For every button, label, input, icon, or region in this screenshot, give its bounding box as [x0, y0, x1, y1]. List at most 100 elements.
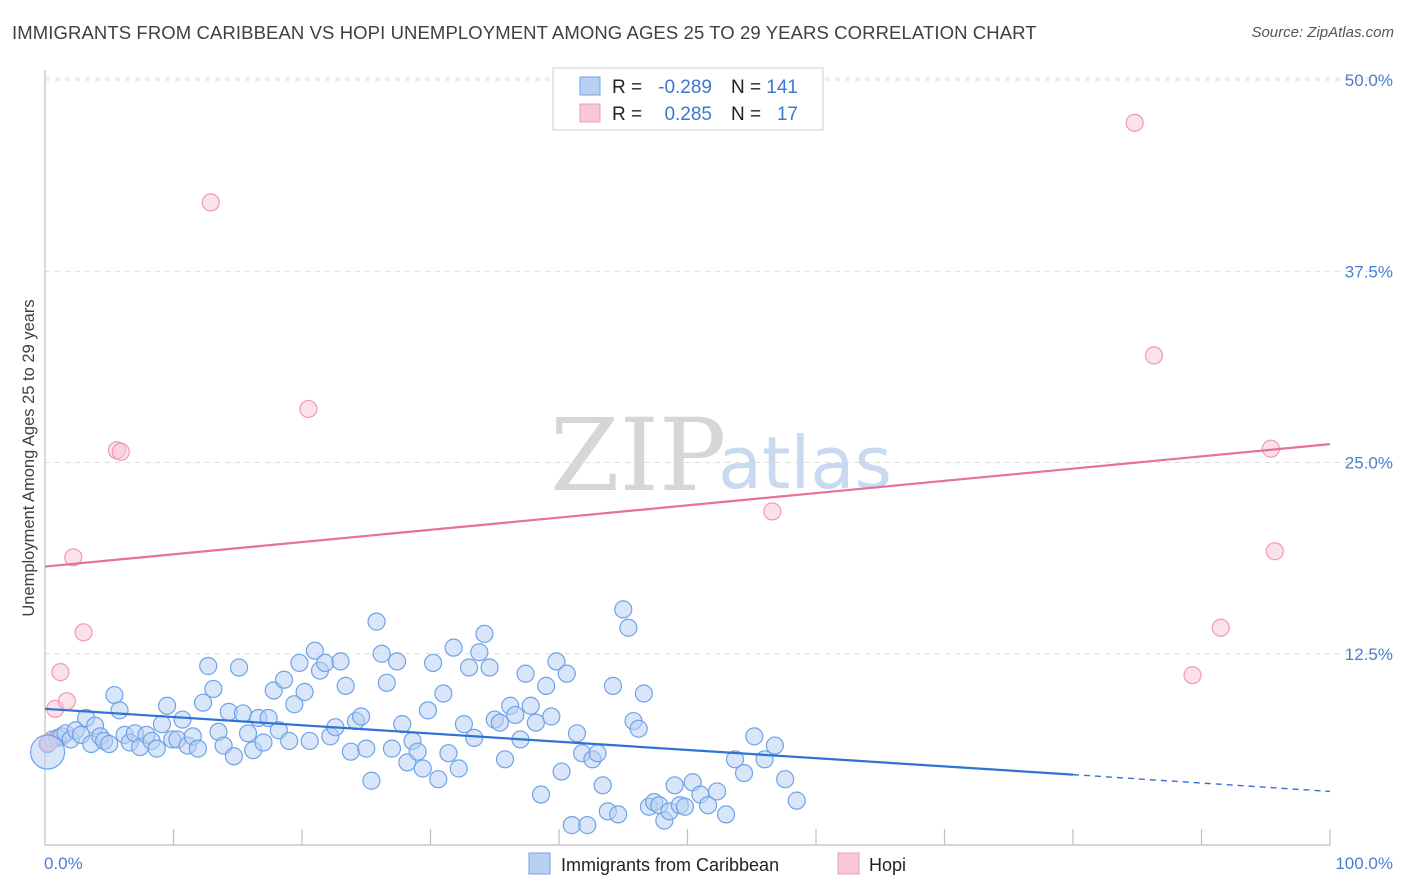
caribbean-point	[439, 744, 458, 763]
caribbean-point	[465, 728, 484, 748]
caribbean-point	[233, 704, 252, 723]
legend-n-label-caribbean: N =	[731, 77, 761, 98]
caribbean-point	[734, 763, 754, 783]
caribbean-point	[280, 731, 299, 751]
hopi-point	[51, 663, 70, 682]
caribbean-point	[480, 658, 499, 677]
legend-n-label-hopi: N =	[731, 104, 761, 125]
y-tick-label: 50.0%	[1345, 71, 1393, 90]
y-tick-label: 12.5%	[1345, 645, 1393, 664]
caribbean-point	[367, 612, 386, 631]
legend-swatch-caribbean	[579, 76, 601, 96]
caribbean-point	[290, 653, 309, 673]
caribbean-point	[516, 664, 535, 683]
caribbean-point	[588, 744, 607, 763]
hopi-point	[1211, 618, 1230, 637]
gridlines	[45, 77, 1392, 655]
x-tick-marks	[172, 829, 1331, 845]
caribbean-point	[475, 624, 494, 643]
legend-r-label-caribbean: R =	[612, 77, 642, 98]
caribbean-point	[393, 715, 412, 734]
caribbean-point	[387, 652, 407, 671]
series-legend: Immigrants from Caribbean Hopi	[528, 852, 906, 875]
caribbean-point	[593, 776, 612, 795]
caribbean-point	[716, 805, 736, 824]
caribbean-point	[567, 724, 587, 743]
hopi-point	[1125, 113, 1144, 132]
caribbean-point	[173, 710, 192, 729]
caribbean-point	[609, 805, 628, 824]
caribbean-point	[619, 618, 638, 637]
caribbean-point	[698, 796, 718, 815]
caribbean-point	[382, 739, 402, 758]
legend-r-value-hopi: 0.285	[664, 104, 712, 125]
caribbean-point	[423, 653, 443, 673]
source-label: Source: ZipAtlas.com	[1251, 24, 1394, 41]
caribbean-point	[603, 676, 623, 695]
caribbean-point	[152, 715, 172, 734]
caribbean-point	[147, 739, 166, 758]
caribbean-point	[557, 664, 576, 683]
hopi-point	[111, 442, 130, 461]
caribbean-point	[274, 670, 294, 689]
caribbean-point	[547, 652, 566, 671]
caribbean-point	[204, 679, 223, 699]
caribbean-point	[521, 696, 540, 715]
caribbean-point	[341, 742, 360, 761]
y-axis-label: Unemployment Among Ages 25 to 29 years	[20, 299, 38, 616]
caribbean-point	[629, 719, 648, 738]
y-tick-label: 25.0%	[1345, 454, 1393, 473]
caribbean-point	[408, 742, 427, 761]
caribbean-point	[675, 797, 695, 816]
caribbean-point	[725, 750, 745, 769]
caribbean-point	[224, 747, 243, 766]
hopi-point	[64, 548, 83, 567]
caribbean-point	[459, 658, 479, 677]
caribbean-point	[542, 707, 561, 726]
caribbean-point	[787, 791, 806, 810]
legend-r-value-caribbean: -0.289	[658, 77, 712, 98]
caribbean-point	[552, 762, 571, 781]
caribbean-point	[285, 695, 304, 714]
caribbean-point	[562, 816, 581, 835]
legend-swatch-hopi	[579, 103, 601, 123]
hopi-point	[1183, 666, 1202, 685]
series-legend-swatch-hopi	[837, 852, 860, 875]
caribbean-point	[305, 641, 324, 660]
caribbean-point	[449, 759, 468, 778]
series-legend-label-hopi: Hopi	[869, 855, 906, 875]
caribbean-point	[352, 707, 371, 726]
caribbean-point	[470, 643, 489, 662]
caribbean-point	[634, 684, 653, 703]
caribbean-point	[506, 705, 525, 725]
hopi-point	[299, 399, 318, 419]
x-tick-max: 100.0%	[1335, 854, 1393, 873]
caribbean-point	[316, 653, 335, 673]
caribbean-point	[254, 733, 273, 752]
hopi-point	[201, 193, 220, 212]
y-tick-labels: 12.5% 25.0% 37.5% 50.0%	[1345, 71, 1393, 664]
caribbean-point	[229, 658, 249, 677]
caribbean-point	[372, 644, 391, 663]
caribbean-point	[765, 736, 784, 755]
caribbean-point	[157, 696, 177, 715]
hopi-point	[763, 502, 782, 521]
caribbean-point	[199, 656, 218, 676]
data-points	[29, 113, 1284, 835]
chart-title: IMMIGRANTS FROM CARIBBEAN VS HOPI UNEMPL…	[12, 22, 1037, 43]
caribbean-point	[357, 739, 376, 758]
caribbean-point	[434, 684, 453, 703]
watermark-zip: ZIP	[550, 397, 726, 514]
legend-n-value-hopi: 17	[777, 104, 798, 125]
legend-n-value-caribbean: 141	[766, 77, 798, 98]
caribbean-point	[490, 713, 509, 732]
caribbean-point	[707, 782, 727, 801]
caribbean-point	[300, 731, 319, 751]
caribbean-point	[100, 734, 119, 754]
caribbean-point	[665, 776, 684, 795]
caribbean-point	[295, 682, 314, 702]
caribbean-point	[193, 693, 213, 712]
caribbean-point	[495, 750, 515, 769]
caribbean-point	[531, 785, 551, 804]
